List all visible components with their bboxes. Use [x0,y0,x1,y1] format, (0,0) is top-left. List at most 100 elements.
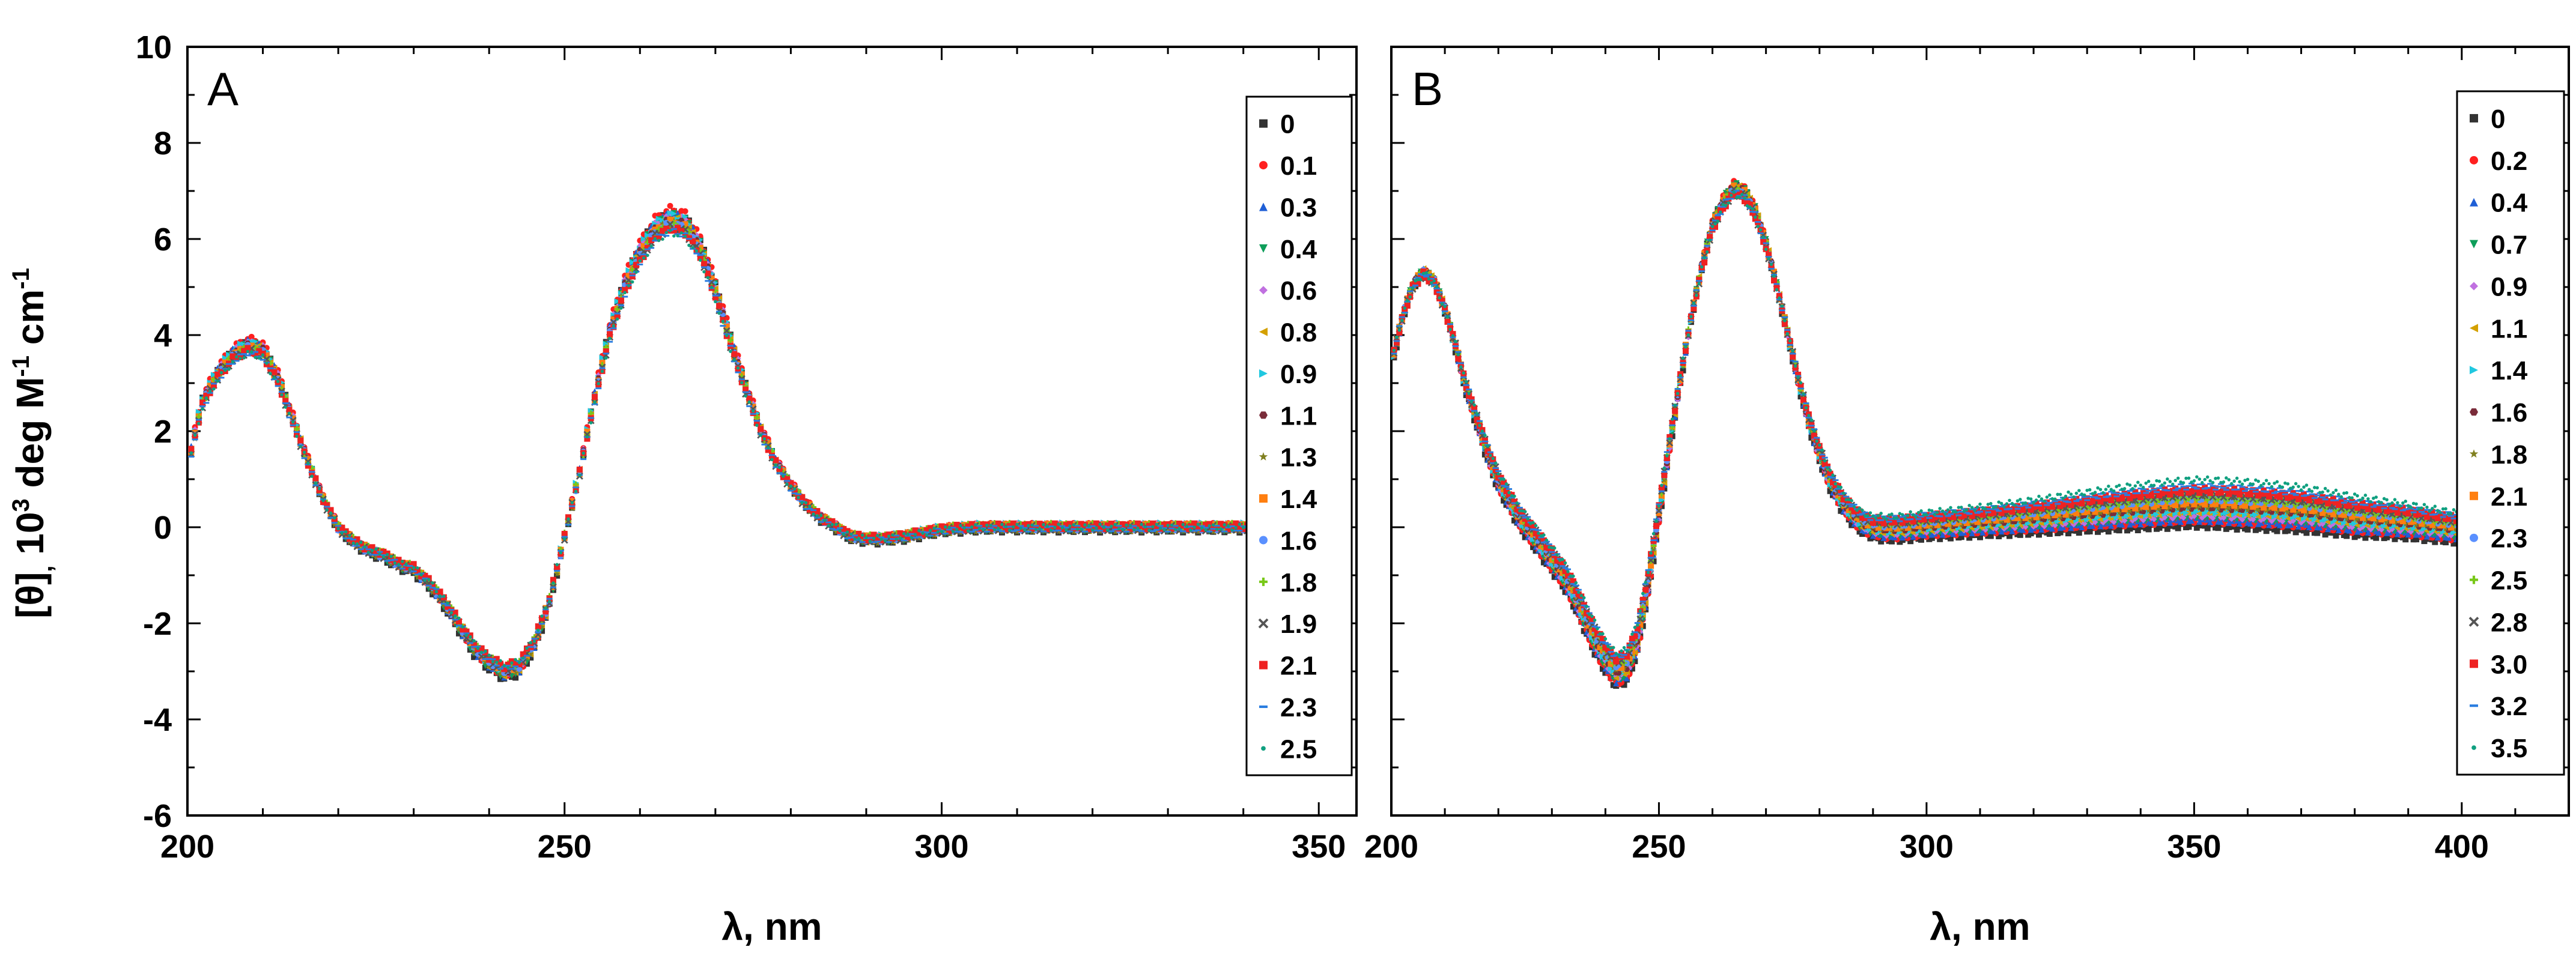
data-point [1170,524,1174,527]
data-point [1033,525,1039,527]
data-point [976,525,982,527]
data-point [1181,523,1185,527]
y-tick-label: -4 [143,702,172,738]
data-point [714,300,717,304]
data-point [359,540,363,544]
data-point [401,560,404,563]
data-point [569,506,575,507]
data-point [928,535,934,537]
data-point [952,530,955,533]
data-point [1215,528,1219,531]
data-point [962,527,966,530]
data-point [737,366,740,370]
data-point [467,642,473,644]
data-point [1210,528,1216,530]
data-point [649,244,653,248]
data-point [1108,530,1114,532]
data-point [857,537,861,540]
data-point [929,528,932,532]
data-point [921,531,925,535]
data-point [1110,525,1113,528]
data-point [623,291,627,295]
data-point [578,474,582,477]
data-point [341,531,344,535]
data-point [916,536,922,538]
data-point [630,273,636,279]
legend-label: 2.5 [1280,734,1317,764]
data-point [706,276,710,280]
data-point [991,525,997,527]
data-point [993,528,997,531]
data-point [1159,527,1162,530]
series-2.1 [188,225,1322,672]
data-point [212,387,216,391]
data-point [533,640,536,643]
data-point [284,405,287,409]
data-point [223,369,227,372]
data-point [1117,527,1121,531]
legend-label: 0.8 [1280,318,1317,348]
data-point [582,452,585,455]
data-point [499,659,502,662]
data-point [525,647,529,650]
data-point [607,331,613,337]
data-point [721,319,725,323]
x-axis-title: λ, nm [721,905,822,948]
data-point [524,655,530,656]
data-point [562,531,568,537]
data-point [759,434,762,437]
data-point [663,235,669,237]
data-point [1138,530,1144,532]
data-point [1166,524,1170,527]
data-point [959,524,962,527]
data-point [442,594,446,598]
series-1.8 [188,220,1322,671]
data-point [943,533,949,534]
data-point [793,487,797,491]
data-point [1155,523,1159,527]
data-point [1004,525,1007,528]
data-point [1023,528,1027,532]
data-point [895,537,898,541]
legend-label: 0 [1280,110,1295,139]
data-point [842,533,846,536]
data-point [664,231,668,235]
data-point [1200,527,1204,530]
data-point [365,548,371,550]
data-point [218,377,224,378]
data-point [242,356,246,360]
data-point [669,229,672,232]
data-point [469,635,472,639]
data-point [1071,528,1077,530]
legend-label: 1.8 [1280,568,1317,597]
legend-marker [1259,536,1268,544]
data-point [1197,522,1200,526]
data-point [627,284,631,288]
data-point [1065,528,1068,532]
data-point [661,237,664,241]
data-point [336,527,340,531]
data-point [1113,523,1117,527]
data-point [1173,525,1179,527]
data-point [310,474,314,478]
data-point [514,658,517,662]
data-point [744,395,747,398]
data-point [891,533,895,537]
data-point [1029,528,1035,530]
data-point [1090,525,1096,527]
data-point [1027,524,1030,528]
plot-frame [1391,47,2569,815]
data-point [465,634,469,637]
data-point [958,531,964,533]
data-point [188,446,194,452]
data-point [326,509,329,512]
data-point [1102,526,1106,530]
data-point [932,527,936,530]
y-axis-title-sup2: -1 [8,355,34,377]
legend-label: 1.6 [1280,526,1317,555]
data-point [448,609,454,611]
data-point [399,567,406,569]
data-point [982,528,985,531]
data-point [637,264,643,265]
data-point [276,380,280,383]
